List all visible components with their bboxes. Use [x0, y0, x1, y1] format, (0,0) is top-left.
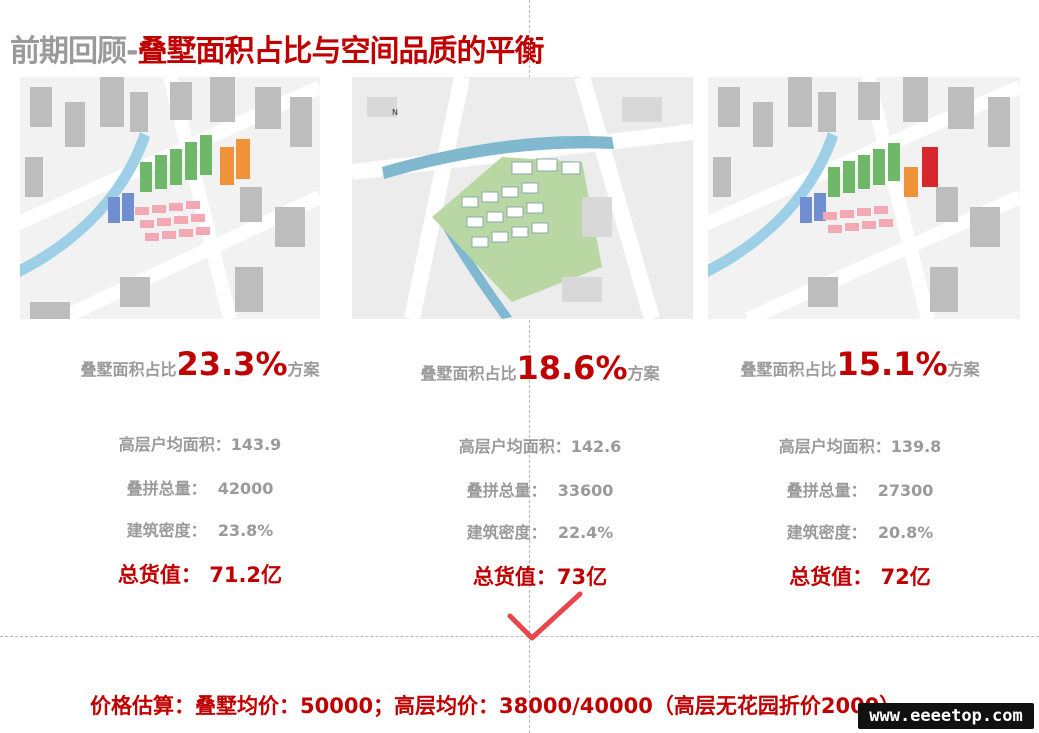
stat-value: 23.8% [217, 521, 274, 540]
stat-label: 叠拼总量： [126, 479, 207, 498]
high-rise-avg-area: 高层户均面积：142.6 [380, 433, 700, 457]
ratio-prefix: 叠墅面积占比 [80, 360, 177, 379]
stack-total: 叠拼总量： 42000 [40, 475, 360, 499]
ratio-suffix: 方案 [627, 364, 660, 383]
stat-value: 20.8% [877, 523, 934, 542]
vertical-guide-line [529, 0, 530, 733]
ratio-prefix: 叠墅面积占比 [740, 360, 837, 379]
stat-label: 高层户均面积： [118, 435, 231, 454]
stat-label: 建筑密度： [466, 523, 547, 542]
total-amount: 72亿 [880, 565, 931, 589]
title-main: 叠墅面积占比与空间品质的平衡 [137, 34, 544, 69]
area-ratio-line: 叠墅面积占比18.6%方案 [380, 349, 700, 387]
page-title: 前期回顾-叠墅面积占比与空间品质的平衡 [10, 26, 544, 70]
stat-label: 叠拼总量： [466, 481, 547, 500]
check-mark-icon [507, 591, 583, 641]
price-estimate-footer: 价格估算：叠墅均价：50000；高层均价：38000/40000（高层无花园折价… [90, 694, 901, 718]
stat-label: 建筑密度： [126, 521, 207, 540]
total-value: 总货值：73亿 [380, 561, 700, 591]
high-rise-avg-area: 高层户均面积：139.8 [700, 433, 1020, 457]
ratio-value: 23.3% [176, 345, 288, 383]
building-density: 建筑密度： 23.8% [40, 517, 360, 541]
area-ratio-line: 叠墅面积占比23.3%方案 [40, 345, 360, 383]
area-ratio-line: 叠墅面积占比15.1%方案 [700, 345, 1020, 383]
stat-label: 高层户均面积： [458, 437, 571, 456]
stat-value: 27300 [877, 481, 934, 500]
ratio-prefix: 叠墅面积占比 [420, 364, 517, 383]
ratio-suffix: 方案 [287, 360, 320, 379]
stat-label: 建筑密度： [786, 523, 867, 542]
watermark: www.eeeetop.com [858, 703, 1034, 729]
stat-value: 42000 [217, 479, 274, 498]
total-amount: 73亿 [556, 565, 608, 589]
ratio-suffix: 方案 [947, 360, 980, 379]
stack-total: 叠拼总量： 33600 [380, 477, 700, 501]
horizontal-guide-line [0, 636, 1039, 637]
svg-text:N: N [392, 108, 398, 117]
building-density: 建筑密度： 22.4% [380, 519, 700, 543]
total-label: 总货值： [789, 565, 874, 589]
total-amount: 71.2亿 [209, 563, 283, 587]
total-label: 总货值： [117, 563, 202, 587]
stat-value: 139.8 [890, 437, 942, 456]
stat-label: 叠拼总量： [786, 481, 867, 500]
ratio-value: 18.6% [516, 349, 628, 387]
total-value: 总货值： 71.2亿 [40, 559, 360, 589]
site-plan-image-scheme-2: N [352, 77, 693, 319]
total-value: 总货值： 72亿 [700, 561, 1020, 591]
ratio-value: 15.1% [836, 345, 948, 383]
stack-total: 叠拼总量： 27300 [700, 477, 1020, 501]
stat-label: 高层户均面积： [778, 437, 891, 456]
stat-value: 22.4% [557, 523, 614, 542]
stat-value: 143.9 [230, 435, 282, 454]
title-prefix: 前期回顾- [10, 34, 138, 69]
building-density: 建筑密度： 20.8% [700, 519, 1020, 543]
stat-value: 142.6 [570, 437, 622, 456]
total-label: 总货值： [472, 565, 557, 589]
massing-image-scheme-3 [708, 77, 1020, 319]
stat-value: 33600 [557, 481, 614, 500]
massing-image-scheme-1 [20, 77, 320, 319]
high-rise-avg-area: 高层户均面积：143.9 [40, 431, 360, 455]
